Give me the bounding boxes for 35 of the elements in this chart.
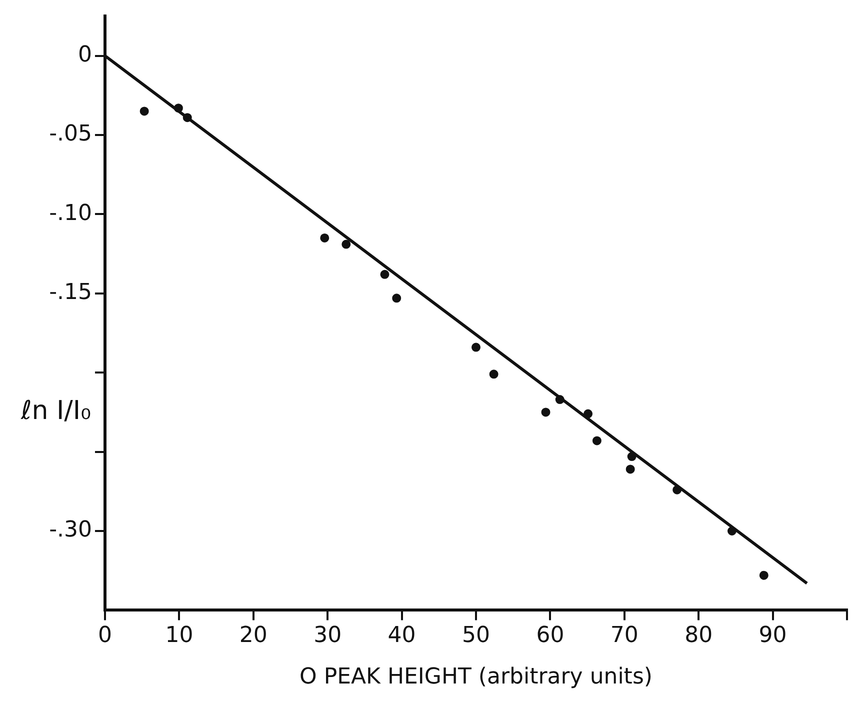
x-tick-label: 0 [98,623,112,648]
point [727,526,736,536]
point [174,104,183,113]
point [472,342,480,352]
y-tick-label: 0 [78,42,92,68]
point [672,485,682,494]
point [182,113,192,122]
x-tick-label: 60 [536,623,564,648]
point [541,408,550,417]
y-tick-label: -.05 [49,122,92,147]
x-tick-label: 50 [462,623,490,648]
point [626,464,635,474]
point [380,270,390,279]
point [320,233,330,242]
x-tick-label: 70 [610,623,638,648]
point [584,409,593,418]
point [140,106,149,116]
y-tick-label: -.30 [49,518,92,543]
point [489,370,498,379]
point [592,436,602,446]
x-tick-label: 10 [165,623,194,648]
point [627,452,636,462]
x-tick-label: 40 [388,623,416,648]
x-axis-title: O PEAK HEIGHT (arbitrary units) [300,664,652,690]
x-tick-label: 20 [239,623,268,648]
x-tick-label: 30 [314,623,342,648]
y-tick-label: -.10 [49,200,92,226]
y-tick-label: -.15 [49,280,92,306]
point [759,570,768,580]
x-tick-label: 80 [684,623,713,648]
point [342,240,351,249]
x-tick-label: 90 [758,623,787,648]
y-axis-title: ℓn I/I₀ [20,396,91,426]
point [392,294,402,303]
point [555,395,564,404]
